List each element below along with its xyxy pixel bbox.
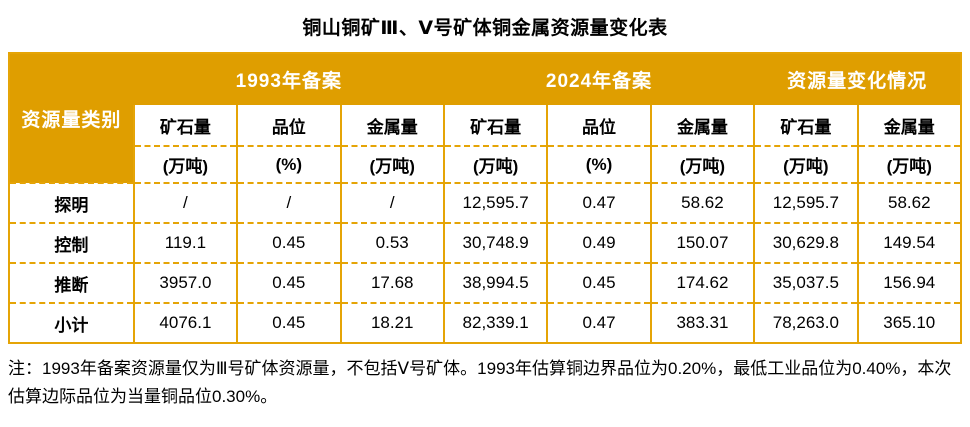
column-header: 矿石量 (753, 105, 859, 147)
resource-change-table: 资源量类别 1993年备案 2024年备案 资源量变化情况 矿石量 品位 金属量 矿石… (8, 52, 963, 344)
column-header: 矿石量 (442, 105, 549, 147)
cell-value: 12,595.7 (753, 182, 859, 224)
group-header-1993: 1993年备案 (133, 53, 444, 105)
cell-value: 4076.1 (132, 302, 239, 344)
cell-value: 17.68 (339, 262, 445, 304)
column-unit: (万吨) (132, 146, 239, 184)
cell-value: 30,629.8 (753, 222, 859, 264)
cell-value: 383.31 (649, 302, 756, 344)
table-row: 控制 119.1 0.45 0.53 30,748.9 0.49 150.07 30,629.… (8, 222, 963, 264)
group-header-change: 资源量变化情况 (754, 53, 961, 105)
row-category: 推断 (8, 262, 135, 304)
column-unit: (万吨) (442, 146, 549, 184)
column-unit: (%) (546, 146, 652, 184)
cell-value: 58.62 (649, 182, 756, 224)
footnote: 注：1993年备案资源量仅为Ⅲ号矿体资源量，不包括Ⅴ号矿体。1993年估算铜边界… (8, 359, 952, 407)
column-unit: (%) (236, 146, 342, 184)
column-header: 金属量 (649, 105, 756, 147)
table-row: 推断 3957.0 0.45 17.68 38,994.5 0.45 174.62 35,03… (8, 262, 963, 304)
unit-header-row: (万吨) (%) (万吨) (万吨) (%) (万吨) (万吨) (万吨) (9, 146, 963, 184)
column-unit: (万吨) (753, 146, 859, 184)
cell-value: 0.45 (236, 262, 342, 304)
column-header: 品位 (236, 105, 342, 147)
cell-value: / (339, 182, 445, 224)
cell-value: 82,339.1 (442, 302, 549, 344)
cell-value: 0.49 (546, 222, 652, 264)
column-unit: (万吨) (856, 146, 963, 184)
cell-value: 174.62 (649, 262, 756, 304)
column-unit: (万吨) (339, 146, 445, 184)
category-column-header: 资源量类别 (9, 53, 134, 183)
cell-value: 0.45 (236, 302, 342, 344)
cell-value: 38,994.5 (442, 262, 549, 304)
cell-value: 0.45 (546, 262, 652, 304)
cell-value: / (236, 182, 342, 224)
cell-value: 156.94 (856, 262, 963, 304)
cell-value: 365.10 (856, 302, 963, 344)
cell-value: 0.47 (546, 302, 652, 344)
cell-value: 0.47 (546, 182, 652, 224)
table-row: 小计 4076.1 0.45 18.21 82,339.1 0.47 383.31 78,26… (8, 302, 963, 344)
group-header-2024: 2024年备案 (443, 53, 755, 105)
table-row: 探明 / //12,595.7 0.47 58.62 12,595.7 58.62 (8, 182, 963, 224)
cell-value: 0.53 (339, 222, 445, 264)
group-header-row: 资源量类别 1993年备案 2024年备案 资源量变化情况 (9, 53, 961, 183)
column-header: 品位 (546, 105, 652, 147)
cell-value: 149.54 (856, 222, 963, 264)
column-header: 矿石量 (132, 105, 239, 147)
column-header-row: 矿石量 品位 金属量 矿石量 品位 金属量 矿石量 金属量 (9, 105, 963, 147)
cell-value: 58.62 (856, 182, 963, 224)
cell-value: 35,037.5 (753, 262, 859, 304)
cell-value: 78,263.0 (753, 302, 859, 344)
row-category: 小计 (8, 302, 135, 344)
row-category: 探明 (8, 182, 135, 224)
column-header: 金属量 (856, 105, 963, 147)
cell-value: / (132, 182, 239, 224)
column-header: 金属量 (339, 105, 445, 147)
cell-value: 12,595.7 (442, 182, 549, 224)
cell-value: 150.07 (649, 222, 756, 264)
cell-value: 0.45 (236, 222, 342, 264)
cell-value: 3957.0 (132, 262, 239, 304)
column-unit: (万吨) (649, 146, 756, 184)
cell-value: 18.21 (339, 302, 445, 344)
row-category: 控制 (8, 222, 135, 264)
cell-value: 119.1 (132, 222, 239, 264)
page-title: 铜山铜矿Ⅲ、Ⅴ号矿体铜金属资源量变化表 (302, 18, 668, 39)
cell-value: 30,748.9 (442, 222, 549, 264)
